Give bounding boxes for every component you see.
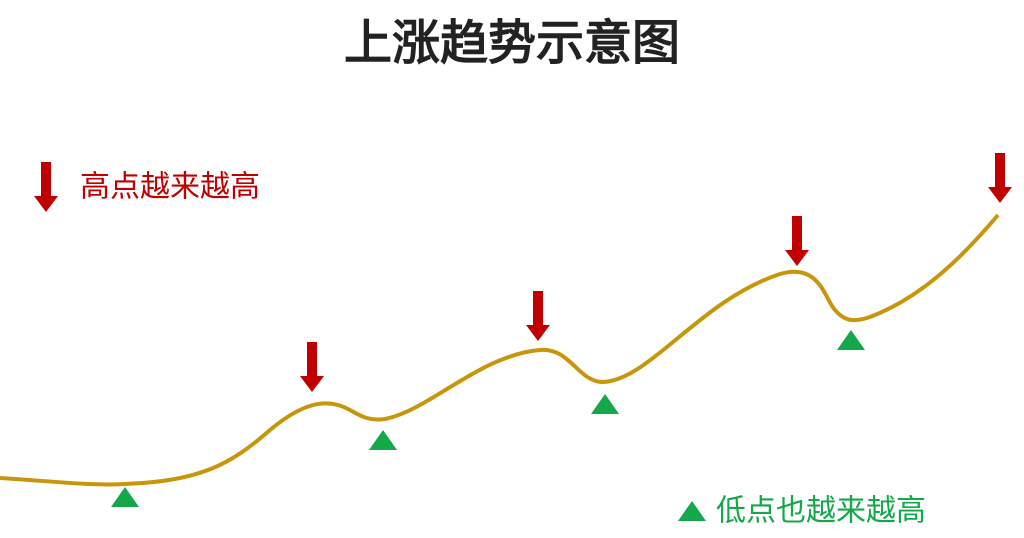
trend-line (0, 213, 1000, 487)
low-marker (111, 487, 139, 507)
legend-highs: 高点越来越高 (80, 170, 260, 205)
high-marker (300, 342, 324, 392)
high-marker (526, 291, 550, 341)
low-marker (591, 394, 619, 414)
low-marker (369, 430, 397, 450)
high-marker (785, 216, 809, 266)
legend-arrow (34, 162, 58, 212)
title: 上涨趋势示意图 (344, 15, 680, 71)
legend-lows: 低点也越来越高 (716, 494, 926, 529)
legend-triangle (678, 501, 706, 521)
low-marker (837, 330, 865, 350)
high-marker (988, 153, 1012, 203)
